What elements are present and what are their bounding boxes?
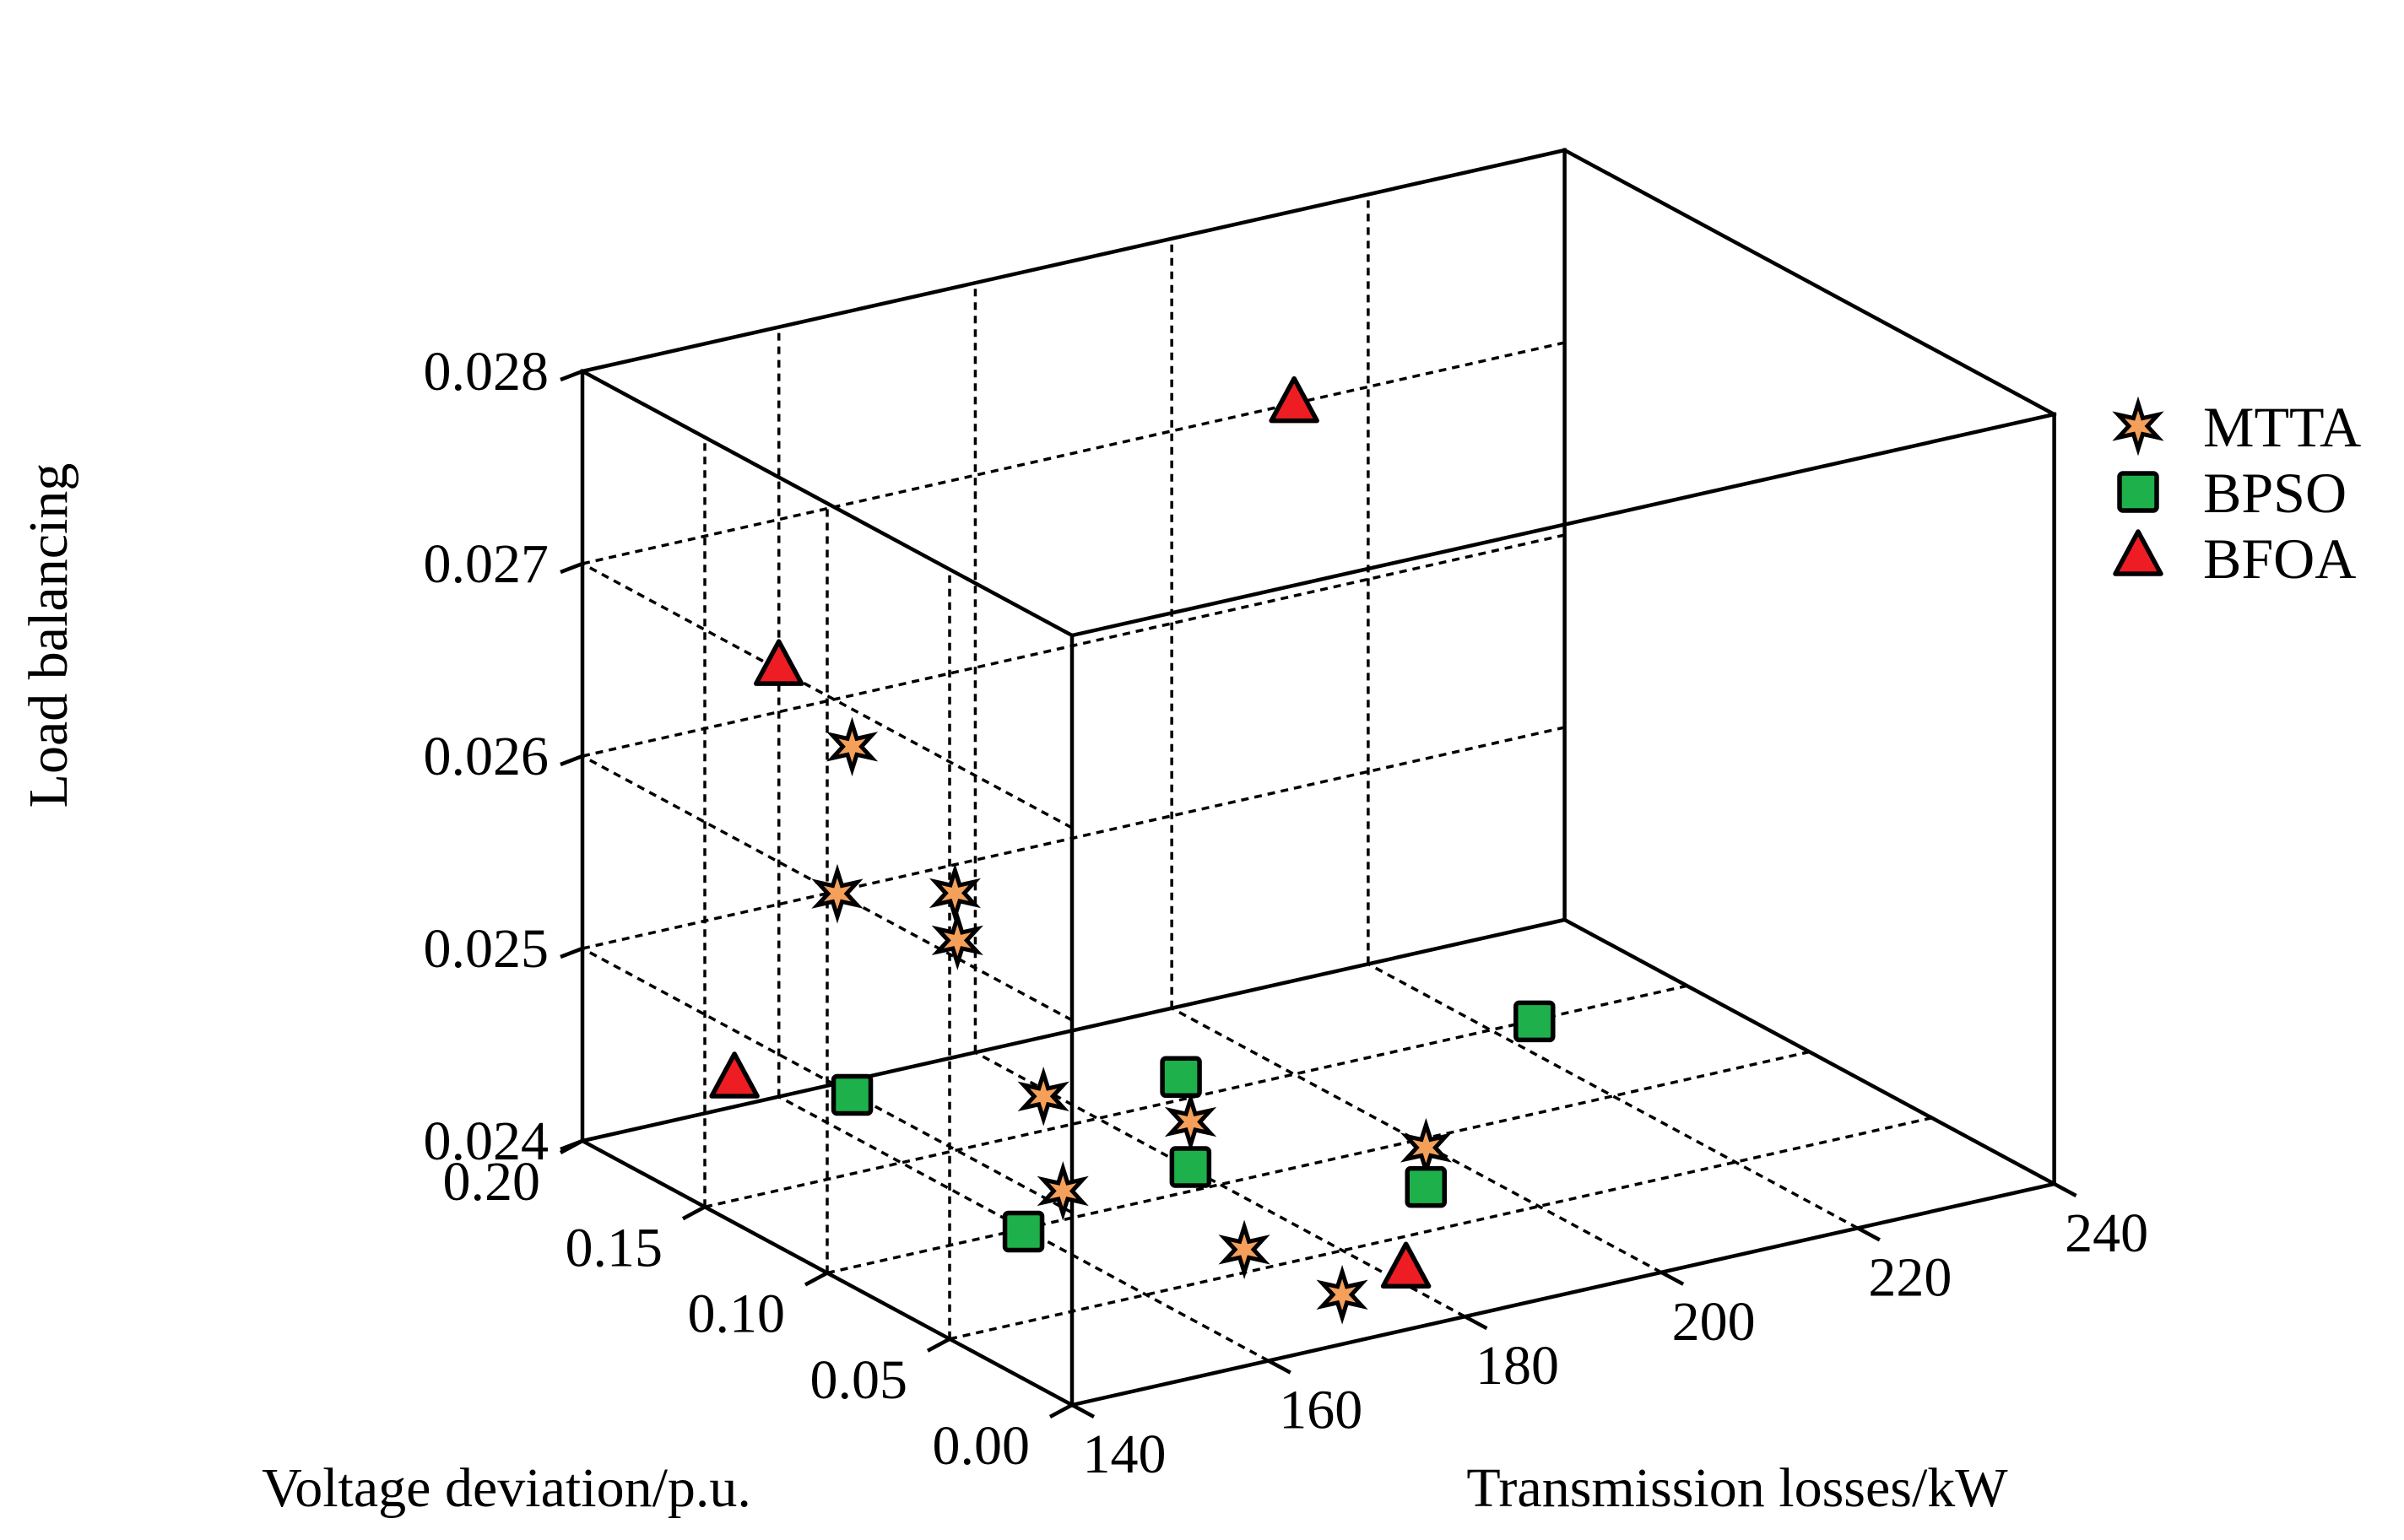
series-bfoa: [709, 376, 1432, 1289]
z-tick: [560, 561, 583, 575]
z-tick: [560, 369, 583, 382]
grid-line: [582, 341, 1565, 565]
y-tick: [681, 1205, 707, 1221]
bfoa-point: [709, 1051, 760, 1099]
x-axis-line: [1069, 1181, 2057, 1408]
x-axis-title: Transmission losses/kW: [1466, 1457, 2008, 1519]
x-tick-label: 160: [1279, 1380, 1362, 1441]
z-tick-label: 0.024: [424, 1110, 550, 1172]
x-tick: [1070, 1403, 1096, 1418]
mtta-point: [1017, 1066, 1069, 1127]
frame-edge: [1562, 147, 2057, 418]
z-axis-title: Load balancing: [18, 463, 79, 808]
bpso-point: [1513, 1000, 1556, 1043]
grid-line: [1367, 962, 1859, 1229]
bpso-point: [1160, 1056, 1202, 1099]
mtta-point: [826, 716, 879, 777]
legend-label-bfoa: BFOA: [2203, 527, 2356, 591]
y-tick-label: 0.05: [810, 1349, 908, 1411]
frame-edge: [1069, 412, 2057, 638]
bpso-point: [1405, 1165, 1448, 1208]
mtta-point: [1164, 1092, 1217, 1152]
bpso-point: [1169, 1146, 1212, 1188]
series-mtta: [811, 716, 1453, 1325]
y-tick: [926, 1337, 951, 1353]
grid-line: [826, 1050, 1810, 1275]
axis-frame: [579, 147, 2057, 1408]
bpso-point: [831, 1073, 874, 1116]
y-axis-title: Voltage deviation/p.u.: [262, 1457, 751, 1519]
z-tick-label: 0.026: [424, 726, 550, 787]
z-tick: [560, 754, 583, 767]
data-points: [709, 376, 1556, 1325]
x-tick-label: 200: [1672, 1291, 1756, 1353]
mtta-point: [1218, 1219, 1270, 1280]
y-tick-label: 0.00: [933, 1415, 1031, 1477]
grid-line: [582, 947, 1073, 1214]
grid-lines: [582, 194, 1932, 1363]
z-tick-label: 0.027: [424, 533, 550, 595]
x-tick: [1660, 1270, 1685, 1286]
bpso-point: [1002, 1210, 1045, 1253]
x-tick: [1856, 1226, 1881, 1242]
z-tick-label: 0.028: [424, 341, 550, 403]
grid-line: [582, 562, 1073, 829]
grid-line: [949, 1116, 1932, 1341]
y-tick-label: 0.15: [566, 1217, 663, 1278]
bfoa-point: [1269, 376, 1319, 424]
grid-line: [777, 1095, 1270, 1363]
legend-marker-bpso: [2117, 471, 2159, 513]
y-tick-label: 0.10: [688, 1283, 786, 1345]
frame-edge: [579, 368, 1075, 639]
y-tick: [804, 1271, 829, 1287]
legend-label-mtta: MTTA: [2203, 395, 2361, 459]
z-tick-label: 0.025: [424, 918, 550, 980]
legend-marker-bfoa: [2113, 529, 2163, 576]
frame-edge: [580, 148, 1567, 374]
x-tick-label: 180: [1475, 1335, 1559, 1397]
x-tick-label: 240: [2065, 1202, 2148, 1264]
z-tick: [560, 1138, 583, 1152]
frame-edge: [1562, 916, 2057, 1187]
x-tick-label: 220: [1868, 1246, 1952, 1308]
x-tick: [2053, 1182, 2077, 1197]
x-tick: [1464, 1315, 1488, 1331]
grid-line: [582, 754, 1073, 1022]
grid-line: [974, 1051, 1466, 1318]
series-bpso: [831, 1000, 1556, 1253]
legend-marker-mtta: [2112, 396, 2164, 457]
mtta-point: [811, 863, 864, 924]
legend-label-bpso: BPSO: [2203, 461, 2347, 525]
mtta-point: [1037, 1161, 1089, 1221]
mtta-point: [1400, 1117, 1453, 1178]
mtta-point: [931, 910, 983, 970]
z-tick: [560, 946, 583, 959]
y-tick: [1048, 1403, 1074, 1418]
axis-ticks: 1401601802002202400.000.050.100.150.200.…: [424, 341, 2149, 1485]
x-tick-label: 140: [1083, 1424, 1167, 1485]
mtta-point: [929, 863, 982, 923]
grid-line: [1171, 1007, 1662, 1274]
mtta-point: [1316, 1265, 1368, 1325]
bfoa-point: [1380, 1241, 1432, 1289]
x-tick: [1267, 1359, 1291, 1375]
y-tick-label: 0.20: [443, 1151, 541, 1213]
bfoa-point: [753, 639, 804, 686]
